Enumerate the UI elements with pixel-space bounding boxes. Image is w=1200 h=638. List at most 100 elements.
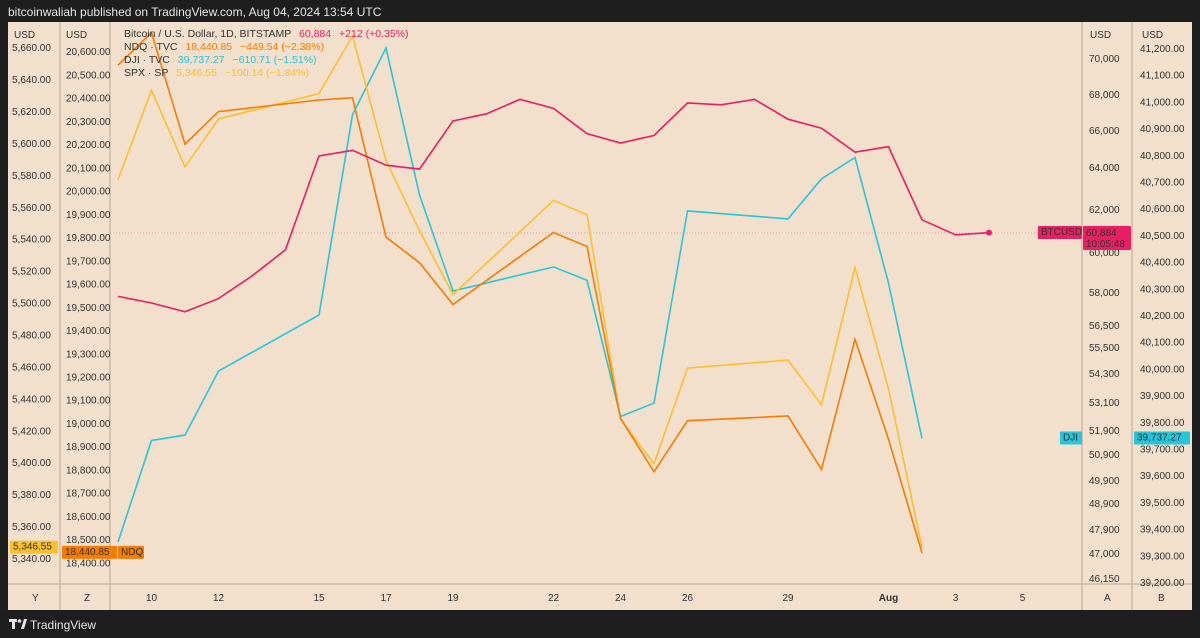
ndq-tick-label: 19,300.00 [66, 349, 111, 360]
spx-tick-label: 5,460.00 [12, 362, 51, 373]
ndq-series-line [117, 31, 923, 554]
time-tick-label: 19 [447, 593, 459, 604]
btc-tick-label: 62,000 [1089, 205, 1120, 216]
ndq-tick-label: 18,400.00 [66, 558, 111, 569]
legend-spx-change: −100.14 (−1.84%) [225, 67, 309, 79]
legend-btc[interactable]: Bitcoin / U.S. Dollar, 1D, BITSTAMP 60,8… [124, 28, 409, 40]
dji-axis-ticks: 41,200.00 41,100.00 41,000.00 40,900.00 40,8… [1140, 44, 1185, 589]
dji-tick-label: 40,700.00 [1140, 178, 1185, 189]
spx-tick-label: 5,660.00 [12, 43, 51, 54]
legend-spx[interactable]: SPX · SP 5,346.55 −100.14 (−1.84%) [124, 67, 309, 79]
time-tick-label: 10 [146, 593, 158, 604]
spx-tick-label: 5,340.00 [12, 554, 51, 565]
legend-ndq[interactable]: NDQ · TVC 18,440.85 −449.54 (−2.38%) [124, 41, 324, 53]
dji-label-badge-text: DJI [1063, 433, 1078, 444]
dji-tick-label: 39,300.00 [1140, 551, 1185, 562]
spx-tick-label: 5,480.00 [12, 331, 51, 342]
legend: Bitcoin / U.S. Dollar, 1D, BITSTAMP 60,8… [124, 28, 409, 79]
ndq-tick-label: 19,000.00 [66, 419, 111, 430]
ndq-currency-label[interactable]: USD [66, 30, 87, 41]
ndq-tick-label: 20,300.00 [66, 117, 111, 128]
dji-tick-label: 40,900.00 [1140, 124, 1185, 135]
legend-ndq-change: −449.54 (−2.38%) [240, 41, 324, 53]
tradingview-brand[interactable]: TradingView [30, 618, 97, 632]
dji-scale-label[interactable]: B [1158, 593, 1165, 604]
ndq-tick-label: 18,900.00 [66, 442, 111, 453]
btc-scale-label[interactable]: A [1104, 593, 1111, 604]
ndq-tick-label: 19,600.00 [66, 280, 111, 291]
spx-tick-label: 5,540.00 [12, 235, 51, 246]
legend-dji-change: −610.71 (−1.51%) [232, 54, 316, 66]
ndq-tick-label: 19,200.00 [66, 373, 111, 384]
time-tick-label: 17 [380, 593, 392, 604]
spx-currency-label[interactable]: USD [14, 30, 35, 41]
dji-tick-label: 41,100.00 [1140, 71, 1185, 82]
dji-tick-label: 40,800.00 [1140, 151, 1185, 162]
legend-dji-name: DJI · TVC [124, 54, 170, 66]
dji-tick-label: 40,400.00 [1140, 258, 1185, 269]
dji-tick-label: 39,700.00 [1140, 445, 1185, 456]
btc-tick-label: 51,900 [1089, 426, 1120, 437]
btc-currency-label[interactable]: USD [1090, 30, 1111, 41]
btc-series-line [117, 98, 990, 313]
ndq-tick-label: 18,500.00 [66, 535, 111, 546]
dji-tick-label: 40,000.00 [1140, 364, 1185, 375]
spx-tick-label: 5,620.00 [12, 107, 51, 118]
dji-price-badge-text: 39,737.27 [1137, 433, 1182, 444]
spx-tick-label: 5,400.00 [12, 458, 51, 469]
btc-tick-label: 66,000 [1089, 126, 1120, 137]
time-axis-ticks: 10 12 15 17 19 22 24 26 29 Aug 3 5 [146, 593, 1026, 604]
axis-scale-buttons: Y Z A B [32, 593, 1165, 604]
time-tick-label: 5 [1020, 593, 1026, 604]
spx-series-line [117, 33, 923, 548]
legend-btc-price: 60,884 [299, 28, 331, 40]
dji-tick-label: 40,600.00 [1140, 204, 1185, 215]
btc-tick-label: 54,300 [1089, 369, 1120, 380]
tradingview-logo-icon[interactable] [8, 616, 28, 632]
time-tick-label: 12 [213, 593, 225, 604]
spx-tick-label: 5,440.00 [12, 394, 51, 405]
ndq-label-badge-text: NDQ [121, 547, 143, 558]
chart-svg: USD USD USD USD 5,660.00 5,640.00 5,620.00… [8, 22, 1192, 610]
legend-dji[interactable]: DJI · TVC 39,737.27 −610.71 (−1.51%) [124, 54, 317, 66]
dji-tick-label: 41,000.00 [1140, 97, 1185, 108]
price-badges: 5,346.55 18,440.85 NDQ BTCUSD 60,884 10:… [10, 225, 1190, 559]
btc-countdown-text: 10:05:48 [1086, 239, 1125, 250]
btc-tick-label: 46,150 [1089, 574, 1120, 585]
ndq-tick-label: 20,400.00 [66, 94, 111, 105]
ndq-tick-label: 19,100.00 [66, 396, 111, 407]
ndq-tick-label: 20,100.00 [66, 163, 111, 174]
spx-tick-label: 5,600.00 [12, 139, 51, 150]
spx-tick-label: 5,500.00 [12, 299, 51, 310]
dji-tick-label: 39,900.00 [1140, 391, 1185, 402]
spx-axis-ticks: 5,660.00 5,640.00 5,620.00 5,600.00 5,580.00… [12, 43, 51, 565]
dji-currency-label[interactable]: USD [1142, 30, 1163, 41]
btc-tick-label: 48,900 [1089, 499, 1120, 510]
dji-tick-label: 39,500.00 [1140, 498, 1185, 509]
btc-tick-label: 53,100 [1089, 398, 1120, 409]
spx-scale-label[interactable]: Y [32, 593, 39, 604]
panel-separators [8, 22, 1192, 610]
legend-ndq-price: 18,440.85 [185, 41, 232, 53]
time-tick-label: 15 [313, 593, 325, 604]
legend-btc-change: +212 (+0.35%) [339, 28, 408, 40]
dji-label-badge [1060, 431, 1082, 445]
btc-tick-label: 64,000 [1089, 163, 1120, 174]
dji-price-badge [1134, 431, 1190, 445]
footer: TradingView [0, 610, 1200, 638]
ndq-tick-label: 19,400.00 [66, 326, 111, 337]
btc-tick-label: 50,900 [1089, 450, 1120, 461]
time-tick-label: 24 [615, 593, 627, 604]
dji-tick-label: 39,600.00 [1140, 471, 1185, 482]
ndq-last-badge [62, 545, 117, 559]
btc-tick-label: 58,000 [1089, 288, 1120, 299]
spx-last-badge-text: 5,346.55 [13, 542, 52, 553]
time-tick-label: 3 [953, 593, 959, 604]
btc-tick-label: 56,500 [1089, 321, 1120, 332]
dji-tick-label: 40,300.00 [1140, 284, 1185, 295]
btc-tick-label: 47,000 [1089, 549, 1120, 560]
ndq-tick-label: 19,900.00 [66, 210, 111, 221]
btc-price-badge-text: 60,884 [1086, 228, 1117, 239]
legend-ndq-name: NDQ · TVC [124, 41, 178, 53]
ndq-scale-label[interactable]: Z [84, 593, 90, 604]
